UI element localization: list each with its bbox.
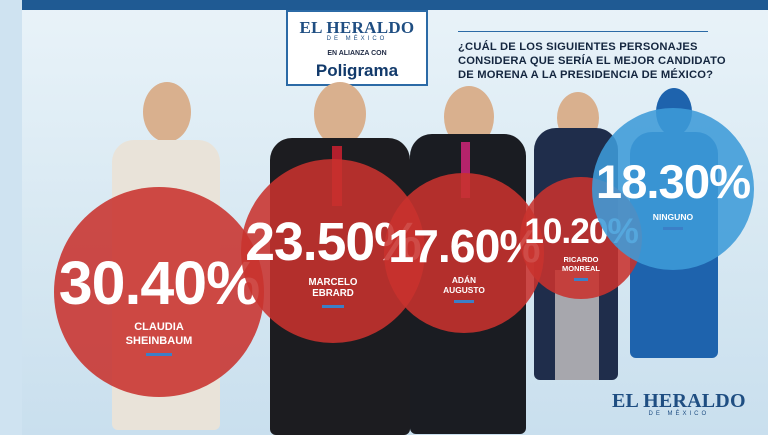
partner-name: Poligrama xyxy=(315,61,399,80)
underline-dash-1 xyxy=(146,352,172,356)
header-logo: EL HERALDO DE MÉXICO EN ALIANZA CON Poli… xyxy=(286,10,428,86)
candidate-name-3: ADÁN AUGUSTO xyxy=(443,275,485,296)
alliance-text: EN ALIANZA CON xyxy=(327,50,387,57)
candidate-name-1: CLAUDIA SHEINBAUM xyxy=(125,321,193,347)
question-rule xyxy=(458,31,708,32)
underline-dash-4 xyxy=(573,277,589,281)
bubble-1 xyxy=(54,187,264,397)
left-strip xyxy=(0,0,22,435)
value-label-3: 17.60% xyxy=(388,220,540,273)
survey-question: ¿CUÁL DE LOS SIGUIENTES PERSONAJES CONSI… xyxy=(458,41,726,81)
candidate-name-4: RICARDO MONREAL xyxy=(562,255,600,274)
candidate-name-5: NINGUNO xyxy=(652,211,694,222)
value-label-1: 30.40% xyxy=(58,248,261,317)
underline-dash-2 xyxy=(321,305,345,309)
bubble-3 xyxy=(384,173,544,333)
brand-name: EL HERALDO xyxy=(299,18,415,37)
bubble-5 xyxy=(591,107,755,271)
candidate-name-2: MARCELO EBRARD xyxy=(308,276,358,300)
top-bar xyxy=(0,0,768,10)
underline-dash-3 xyxy=(454,300,474,304)
underline-dash-5 xyxy=(663,226,683,230)
footer-logo: EL HERALDO DE MÉXICO xyxy=(612,390,746,417)
value-label-5: 18.30% xyxy=(595,155,751,209)
brand-subtitle: DE MÉXICO xyxy=(326,36,388,42)
footer-brand: EL HERALDO xyxy=(612,390,746,412)
footer-brand-subtitle: DE MÉXICO xyxy=(648,411,710,417)
